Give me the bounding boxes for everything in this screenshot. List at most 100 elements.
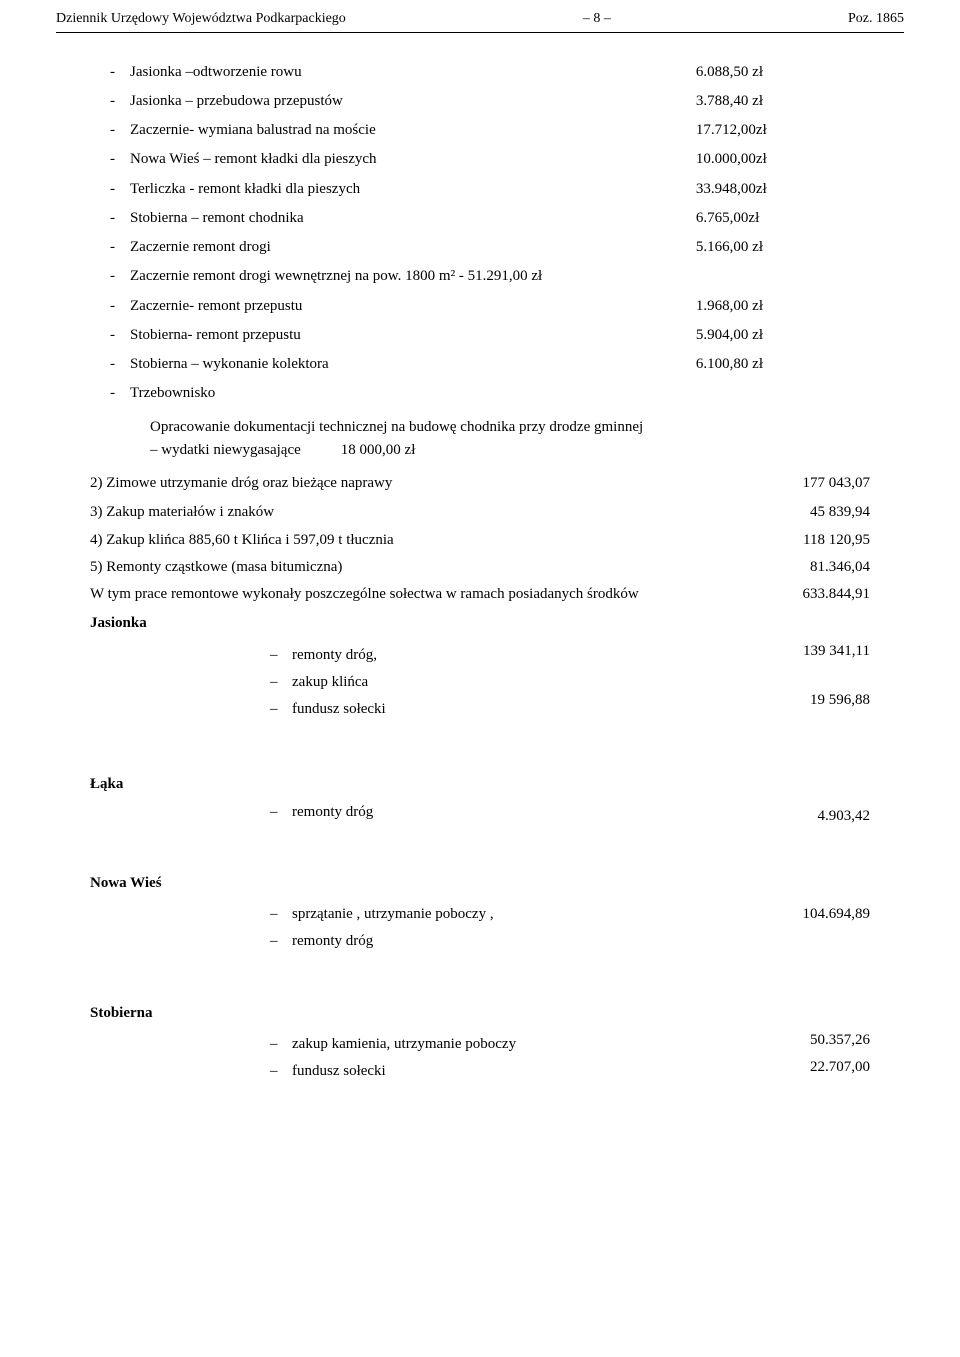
nowa-block: –sprzątanie , utrzymanie poboczy , –remo… bbox=[90, 899, 870, 958]
jasionka-amt2: 19 596,88 bbox=[810, 689, 870, 712]
dash-mark: - bbox=[90, 90, 130, 119]
item-2-amount: 177 043,07 bbox=[760, 472, 870, 495]
laka-block: Łąka –remonty dróg 4.903,42 bbox=[90, 773, 870, 828]
dash-mark: - bbox=[90, 148, 130, 177]
jasionka-block: –remonty dróg, –zakup klińca –fundusz so… bbox=[90, 640, 870, 726]
dash-mark: - bbox=[90, 353, 130, 382]
jasionka-r1: –remonty dróg, bbox=[270, 644, 742, 667]
dash-row: -Zaczernie- wymiana balustrad na moście1… bbox=[90, 119, 870, 148]
dash-mark: - bbox=[90, 207, 130, 236]
header-center: – 8 – bbox=[583, 8, 611, 30]
trzeb-line2: – wydatki niewygasające 18 000,00 zł bbox=[150, 439, 870, 462]
dash-row: -Stobierna – remont chodnika6.765,00zł bbox=[90, 207, 870, 236]
jasionka-r2: –zakup klińca bbox=[270, 671, 742, 694]
dash-row: -Nowa Wieś – remont kładki dla pieszych1… bbox=[90, 148, 870, 177]
jasionka-sublist: –remonty dróg, –zakup klińca –fundusz so… bbox=[90, 644, 742, 722]
dash-label: Stobierna – remont chodnika bbox=[130, 207, 684, 236]
dash-mark: - bbox=[90, 324, 130, 353]
dash-label: Jasionka –odtworzenie rowu bbox=[130, 61, 684, 90]
dash-amount: 17.712,00zł bbox=[684, 119, 870, 148]
item-2: 2) Zimowe utrzymanie dróg oraz bieżące n… bbox=[90, 472, 870, 495]
page-body: -Jasionka –odtworzenie rowu6.088,50 zł-J… bbox=[0, 61, 960, 1132]
jasionka-amt1: 139 341,11 bbox=[803, 640, 870, 663]
dash-amount: 10.000,00zł bbox=[684, 148, 870, 177]
dash-mark: - bbox=[90, 236, 130, 265]
dash-label: Nowa Wieś – remont kładki dla pieszych bbox=[130, 148, 684, 177]
dash-row: -Zaczernie- remont przepustu1.968,00 zł bbox=[90, 295, 870, 324]
dash-mark: - bbox=[90, 61, 130, 90]
dash-row: -Stobierna – wykonanie kolektora6.100,80… bbox=[90, 353, 870, 382]
laka-sublist: –remonty dróg bbox=[90, 801, 742, 824]
dash-mark: - bbox=[90, 265, 130, 294]
dash-mark: - bbox=[90, 119, 130, 148]
stobierna-title: Stobierna bbox=[90, 1002, 870, 1025]
dash-row: -Terliczka - remont kładki dla pieszych3… bbox=[90, 178, 870, 207]
dash-mark: - bbox=[90, 295, 130, 324]
trzeb-line1: Opracowanie dokumentacji technicznej na … bbox=[150, 416, 870, 439]
dash-row: -Jasionka – przebudowa przepustów3.788,4… bbox=[90, 90, 870, 119]
item-w-label: W tym prace remontowe wykonały poszczegó… bbox=[90, 583, 760, 606]
nowa-r2: –remonty dróg bbox=[270, 930, 742, 953]
item-2-label: 2) Zimowe utrzymanie dróg oraz bieżące n… bbox=[90, 472, 760, 495]
item-5-label: 5) Remonty cząstkowe (masa bitumiczna) bbox=[90, 556, 760, 579]
dash-label: Trzebownisko bbox=[130, 382, 870, 411]
trzeb-line2-right: 18 000,00 zł bbox=[341, 439, 416, 462]
dash-amount: 5.166,00 zł bbox=[684, 236, 870, 265]
item-4: 4) Zakup klińca 885,60 t Klińca i 597,09… bbox=[90, 529, 870, 552]
dash-amount: 33.948,00zł bbox=[684, 178, 870, 207]
item-w-amount: 633.844,91 bbox=[760, 583, 870, 606]
item-w: W tym prace remontowe wykonały poszczegó… bbox=[90, 583, 870, 606]
header-left: Dziennik Urzędowy Województwa Podkarpack… bbox=[56, 8, 346, 30]
dash-label: Zaczernie- remont przepustu bbox=[130, 295, 684, 324]
dash-row: -Trzebownisko bbox=[90, 382, 870, 411]
stobierna-amounts: 50.357,26 22.707,00 bbox=[760, 1029, 870, 1080]
dash-amount: 1.968,00 zł bbox=[684, 295, 870, 324]
dash-amount: 6.100,80 zł bbox=[684, 353, 870, 382]
dash-label: Stobierna – wykonanie kolektora bbox=[130, 353, 684, 382]
dash-amount: 6.765,00zł bbox=[684, 207, 870, 236]
dash-label: Terliczka - remont kładki dla pieszych bbox=[130, 178, 684, 207]
dash-row: -Stobierna- remont przepustu5.904,00 zł bbox=[90, 324, 870, 353]
nowa-sublist: –sprzątanie , utrzymanie poboczy , –remo… bbox=[90, 903, 742, 954]
dash-label: Stobierna- remont przepustu bbox=[130, 324, 684, 353]
dash-label: Jasionka – przebudowa przepustów bbox=[130, 90, 684, 119]
nowa-r1: –sprzątanie , utrzymanie poboczy , bbox=[270, 903, 742, 926]
dash-label: Zaczernie remont drogi bbox=[130, 236, 684, 265]
item-3: 3) Zakup materiałów i znaków 45 839,94 bbox=[90, 501, 870, 524]
dash-label: Zaczernie remont drogi wewnętrznej na po… bbox=[130, 265, 870, 294]
dash-list-table: -Jasionka –odtworzenie rowu6.088,50 zł-J… bbox=[90, 61, 870, 412]
jasionka-r3: –fundusz sołecki bbox=[270, 698, 742, 721]
item-3-amount: 45 839,94 bbox=[760, 501, 870, 524]
item-4-amount: 118 120,95 bbox=[760, 529, 870, 552]
stobierna-block: –zakup kamienia, utrzymanie poboczy –fun… bbox=[90, 1029, 870, 1088]
stobierna-r2: –fundusz sołecki bbox=[270, 1060, 742, 1083]
jasionka-title: Jasionka bbox=[90, 612, 870, 635]
nowa-title: Nowa Wieś bbox=[90, 872, 870, 895]
item-5: 5) Remonty cząstkowe (masa bitumiczna) 8… bbox=[90, 556, 870, 579]
dash-mark: - bbox=[90, 178, 130, 207]
stobierna-r1: –zakup kamienia, utrzymanie poboczy bbox=[270, 1033, 742, 1056]
dash-row: -Jasionka –odtworzenie rowu6.088,50 zł bbox=[90, 61, 870, 90]
header-right: Poz. 1865 bbox=[848, 8, 904, 30]
item-4-label: 4) Zakup klińca 885,60 t Klińca i 597,09… bbox=[90, 529, 760, 552]
header-rule bbox=[56, 32, 904, 33]
dash-amount: 5.904,00 zł bbox=[684, 324, 870, 353]
trzeb-line2-left: – wydatki niewygasające bbox=[150, 439, 301, 462]
nowa-amt: 104.694,89 bbox=[760, 899, 870, 926]
dash-amount: 3.788,40 zł bbox=[684, 90, 870, 119]
trzebownisko-note: Opracowanie dokumentacji technicznej na … bbox=[90, 416, 870, 463]
dash-label: Zaczernie- wymiana balustrad na moście bbox=[130, 119, 684, 148]
laka-amt: 4.903,42 bbox=[760, 805, 870, 828]
stobierna-amt1: 50.357,26 bbox=[810, 1029, 870, 1052]
laka-r1: –remonty dróg bbox=[270, 801, 742, 824]
jasionka-amounts: 139 341,11 19 596,88 bbox=[760, 640, 870, 713]
laka-title: Łąka bbox=[90, 773, 742, 796]
dash-mark: - bbox=[90, 382, 130, 411]
stobierna-amt2: 22.707,00 bbox=[810, 1056, 870, 1079]
item-3-label: 3) Zakup materiałów i znaków bbox=[90, 501, 760, 524]
item-5-amount: 81.346,04 bbox=[760, 556, 870, 579]
dash-row: -Zaczernie remont drogi5.166,00 zł bbox=[90, 236, 870, 265]
page-header: Dziennik Urzędowy Województwa Podkarpack… bbox=[0, 0, 960, 32]
stobierna-sublist: –zakup kamienia, utrzymanie poboczy –fun… bbox=[90, 1033, 742, 1084]
dash-amount: 6.088,50 zł bbox=[684, 61, 870, 90]
